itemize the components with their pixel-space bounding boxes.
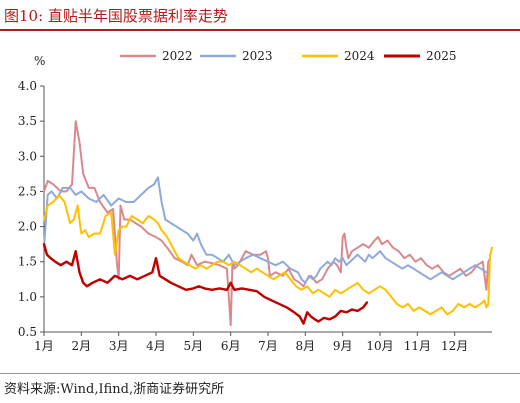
y-tick-label: 2.5 bbox=[18, 184, 37, 198]
x-tick-label: 7月 bbox=[258, 339, 278, 353]
legend-label-2025: 2025 bbox=[426, 49, 457, 63]
x-tick-label: 9月 bbox=[333, 339, 353, 353]
y-tick-label: 0.5 bbox=[18, 325, 37, 339]
x-tick-label: 3月 bbox=[109, 339, 129, 353]
chart-legend: 2022 2023 2024 2025 bbox=[120, 49, 457, 63]
title-underline bbox=[0, 29, 520, 31]
legend-label-2024: 2024 bbox=[344, 49, 375, 63]
line-chart: 2022 2023 2024 2025 % 0.5 1.0 1.5 2.0 2.5 3.0 3.5… bbox=[18, 49, 493, 353]
x-tick-label: 4月 bbox=[146, 339, 166, 353]
x-tick-label: 1月 bbox=[34, 339, 54, 353]
x-tick-label: 5月 bbox=[184, 339, 204, 353]
figure-title-bar: 图10: 直贴半年国股票据利率走势 bbox=[0, 0, 520, 31]
series-line-2024 bbox=[43, 193, 493, 316]
y-tick-label: 2.0 bbox=[18, 220, 37, 234]
series-layer bbox=[42, 120, 493, 326]
legend-label-2022: 2022 bbox=[162, 49, 193, 63]
series-line-2022 bbox=[43, 120, 492, 326]
x-tick-label: 11月 bbox=[404, 339, 431, 353]
y-tick-label: 3.0 bbox=[18, 149, 37, 163]
x-axis: 1月 2月 3月 4月 5月 6月 7月 8月 9月 10月 11月 12月 bbox=[34, 331, 492, 353]
x-tick-label: 6月 bbox=[221, 339, 241, 353]
chart-area: 2022 2023 2024 2025 % 0.5 1.0 1.5 2.0 2.5 3.0 3.5… bbox=[0, 32, 520, 372]
y-tick-label: 4.0 bbox=[18, 79, 37, 93]
source-note: 资料来源:Wind,Ifind,浙商证券研究所 bbox=[4, 382, 225, 397]
figure-title: 图10: 直贴半年国股票据利率走势 bbox=[4, 7, 228, 25]
x-tick-label: 2月 bbox=[72, 339, 92, 353]
x-tick-label: 8月 bbox=[296, 339, 316, 353]
source-divider bbox=[0, 373, 520, 374]
y-axis: 0.5 1.0 1.5 2.0 2.5 3.0 3.5 4.0 bbox=[18, 79, 45, 339]
legend-label-2023: 2023 bbox=[242, 49, 273, 63]
series-line-2023 bbox=[43, 176, 488, 284]
x-tick-label: 10月 bbox=[366, 339, 393, 353]
series-line-2025 bbox=[42, 242, 369, 325]
y-axis-unit-label: % bbox=[34, 54, 45, 68]
y-tick-label: 1.5 bbox=[18, 255, 37, 269]
x-tick-label: 12月 bbox=[441, 339, 468, 353]
y-tick-label: 1.0 bbox=[18, 290, 37, 304]
y-tick-label: 3.5 bbox=[18, 114, 37, 128]
